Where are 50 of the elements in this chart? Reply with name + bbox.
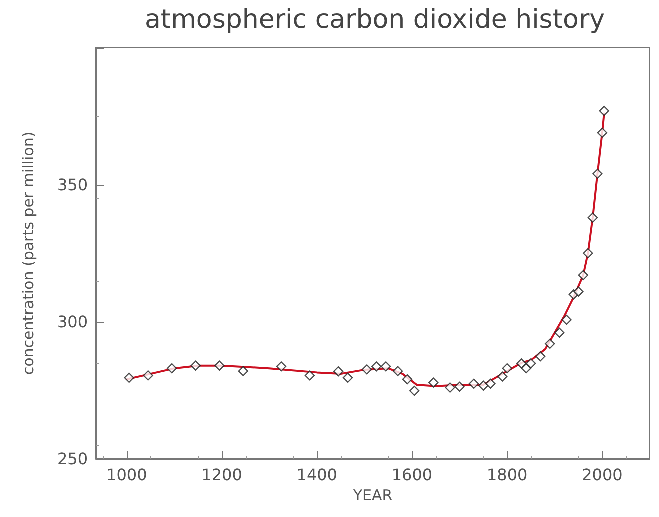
y-tick-label: 350 — [57, 176, 88, 194]
point — [468, 378, 480, 390]
point — [380, 362, 392, 372]
x-axis-title: YEAR — [352, 486, 393, 504]
point — [371, 362, 382, 372]
point — [238, 366, 249, 376]
point — [342, 372, 354, 383]
point — [597, 128, 608, 138]
point — [592, 168, 603, 180]
point — [521, 363, 532, 374]
point — [497, 372, 508, 382]
point — [588, 212, 598, 223]
point — [402, 374, 413, 385]
point — [166, 363, 178, 374]
point — [583, 248, 594, 259]
x-tick-label: 1400 — [296, 466, 338, 484]
y-tick-label: 250 — [57, 450, 88, 468]
y-axis-title: concentration (parts per million) — [20, 132, 38, 376]
point — [574, 286, 584, 297]
point — [362, 364, 372, 375]
point — [445, 382, 456, 393]
x-tick-label: 1600 — [392, 466, 433, 484]
point — [428, 378, 439, 388]
point — [304, 370, 316, 381]
point — [502, 363, 512, 374]
point — [410, 386, 420, 396]
point — [190, 360, 201, 371]
x-tick-label: 2000 — [582, 466, 623, 484]
point — [486, 378, 496, 390]
x-tick-label: 1200 — [202, 466, 242, 484]
x-tick-label: 1800 — [486, 466, 528, 484]
point — [516, 358, 527, 369]
point — [578, 270, 589, 281]
point — [545, 338, 556, 350]
point — [599, 106, 610, 116]
point — [536, 351, 546, 362]
point — [214, 360, 225, 371]
point — [392, 366, 404, 376]
point — [554, 328, 565, 338]
point — [333, 366, 344, 377]
point — [143, 370, 154, 381]
point — [276, 362, 287, 372]
point — [562, 314, 572, 326]
x-tick-label: 1000 — [106, 466, 148, 484]
point — [478, 380, 489, 391]
point — [124, 372, 134, 383]
point — [526, 358, 536, 369]
y-tick-label: 300 — [57, 312, 88, 332]
chart-title: atmospheric carbon dioxide history — [144, 5, 606, 35]
point — [454, 382, 465, 392]
